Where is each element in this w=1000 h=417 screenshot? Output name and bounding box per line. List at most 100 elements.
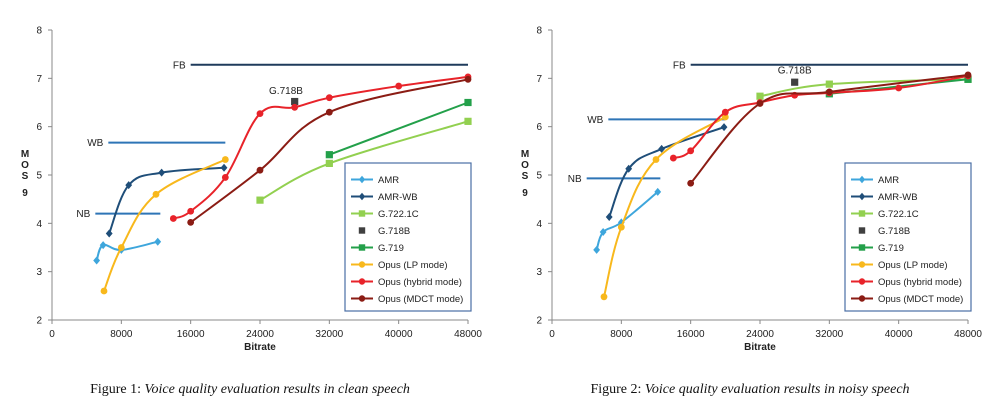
chart2-legend-box	[844, 162, 972, 312]
chart2-legend-swatch-marker	[858, 210, 866, 217]
chart1-data-point	[169, 215, 177, 222]
chart1-legend-entry: AMR	[378, 175, 399, 186]
chart2-y-tick-label: 3	[536, 267, 542, 278]
chart1-data-point	[158, 168, 166, 177]
chart1-legend-swatch-marker	[358, 278, 366, 285]
chart2-data-point	[825, 88, 833, 96]
chart1-series-0	[93, 237, 162, 265]
chart1-data-point	[256, 196, 264, 204]
chart2-legend-entry: G.719	[878, 243, 904, 254]
chart-clean-speech: 2 3 4 5 6 7 8 0 8000 16000 24000 32000 40000 48000 Bit…	[21, 26, 483, 354]
chart2-data-point	[720, 123, 728, 132]
chart2-annotation: G.718B	[778, 66, 812, 77]
chart2-legend: AMR AMR-WB G.722.1C G.718B G.719 Opus (LP mod…	[844, 162, 972, 312]
chart1-legend-entry: AMR-WB	[378, 192, 418, 203]
figure-1-label: Figure 1:	[90, 382, 142, 397]
chart2-data-point	[687, 179, 695, 187]
chart1-series-1	[105, 163, 228, 238]
chart2-y-tick-label: 5	[536, 171, 542, 182]
chart1-series-line	[259, 120, 469, 202]
chart2-series-1	[605, 123, 728, 222]
chart2-data-point	[756, 100, 764, 107]
chart1-legend-box	[344, 162, 472, 312]
chart2-series-line	[595, 191, 659, 251]
chart1-data-point	[117, 244, 125, 251]
chart2-series-3	[791, 78, 799, 86]
chart1-data-point	[125, 181, 133, 190]
chart2-data-point	[791, 78, 799, 86]
chart2-series-5	[600, 113, 729, 301]
chart2-series-line	[759, 78, 969, 98]
chart1-x-tick-label: 48000	[454, 329, 482, 340]
chart1-data-point	[325, 151, 333, 159]
chart2-bandwidth-label-nb: NB	[568, 174, 582, 185]
chart1-legend-swatch-marker	[358, 227, 366, 234]
chart2-y-tick-label: 4	[536, 219, 542, 230]
figure-2-label: Figure 2:	[590, 382, 642, 397]
chart1-series-line	[190, 78, 469, 224]
chart2-y-tick-label: 6	[536, 122, 542, 133]
chart1-data-point	[221, 174, 229, 181]
chart2-x-axis-label: Bitrate	[744, 342, 776, 353]
chart2-data-point	[600, 293, 608, 301]
chart1-legend-entry: Opus (MDCT mode)	[378, 294, 463, 305]
chart1-data-point	[464, 98, 472, 107]
chart1-legend-swatch-marker	[358, 261, 366, 268]
chart1-y-tick-label: 4	[36, 219, 42, 230]
chart1-x-tick-label: 24000	[246, 329, 274, 340]
chart1-data-point	[152, 190, 160, 198]
chart2-x-tick-label: 48000	[954, 329, 982, 340]
chart1-data-point	[395, 82, 403, 90]
chart1-legend-swatch-marker	[358, 244, 366, 251]
chart2-bandwidth-label-wb: WB	[587, 115, 603, 126]
chart1-data-point	[220, 163, 228, 172]
chart2-bandwidth-label-fb: FB	[673, 60, 686, 71]
chart2-data-point	[721, 108, 729, 116]
chart1-series-4	[325, 98, 472, 159]
chart2-legend-entry: Opus (LP mode)	[878, 260, 948, 271]
chart1-y-tick-label: 8	[36, 26, 42, 37]
chart1-legend-swatch-marker	[358, 210, 366, 217]
chart1-y-tick-label: 3	[36, 267, 42, 278]
chart1-x-tick-label: 8000	[110, 329, 133, 340]
chart1-data-point	[93, 256, 101, 265]
chart2-legend-entry: G.722.1C	[878, 209, 919, 220]
chart1-y-tick-label: 7	[36, 74, 42, 85]
chart2-series-line	[672, 74, 969, 160]
chart1-bandwidth-label-fb: FB	[173, 60, 186, 71]
figure-1-text: Voice quality evaluation results in clea…	[144, 382, 410, 397]
figure-2-caption: Figure 2: Voice quality evaluation resul…	[510, 382, 990, 398]
chart1-data-point	[100, 287, 108, 295]
chart1-series-2	[256, 117, 472, 204]
chart-noisy-speech: 2 3 4 5 6 7 8 0 8000 16000 24000 32000 40000 48000 Bit…	[521, 26, 983, 354]
chart2-series-0	[593, 187, 662, 254]
chart1-x-tick-label: 40000	[385, 329, 413, 340]
chart2-data-point	[599, 228, 607, 237]
chart2-data-point	[654, 187, 662, 196]
chart1-x-tick-label: 0	[49, 329, 55, 340]
chart1-series-5	[100, 156, 229, 295]
chart1-bandwidth-label-wb: WB	[87, 138, 103, 149]
chart1-x-axis-label: Bitrate	[244, 342, 276, 353]
chart2-data-point	[964, 71, 972, 79]
chart2-data-point	[669, 154, 677, 162]
chart2-legend-swatch-marker	[858, 244, 866, 251]
chart1-data-point	[187, 218, 195, 226]
chart1-data-point	[325, 159, 333, 167]
chart1-legend-swatch-marker	[358, 175, 366, 184]
chart1-data-point	[105, 229, 113, 238]
chart2-legend-entry: Opus (hybrid mode)	[878, 277, 962, 288]
chart1-series-3	[291, 97, 299, 106]
chart1-data-point	[187, 207, 195, 215]
chart1-data-point	[291, 103, 299, 111]
chart1-data-point	[325, 108, 333, 116]
chart2-legend-entry: AMR	[878, 175, 899, 186]
chart1-data-point	[464, 117, 472, 125]
chart2-y-tick-label: 8	[536, 26, 542, 37]
chart1-x-tick-label: 32000	[315, 329, 343, 340]
chart1-legend-swatch-marker	[358, 295, 366, 302]
chart1-data-point	[464, 75, 472, 83]
chart2-legend-swatch-marker	[858, 295, 866, 302]
chart2-y-tick-label: 7	[536, 74, 542, 85]
